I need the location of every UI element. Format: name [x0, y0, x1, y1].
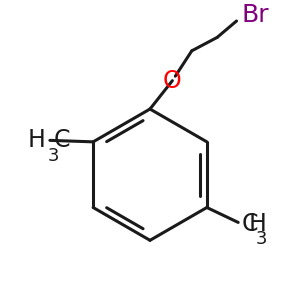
Text: Br: Br: [241, 3, 268, 27]
Text: 3: 3: [48, 147, 59, 165]
Text: C: C: [241, 212, 258, 236]
Text: H: H: [248, 212, 266, 236]
Text: O: O: [163, 69, 182, 93]
Text: C: C: [54, 128, 70, 152]
Text: H: H: [28, 128, 45, 152]
Text: 3: 3: [256, 230, 268, 248]
